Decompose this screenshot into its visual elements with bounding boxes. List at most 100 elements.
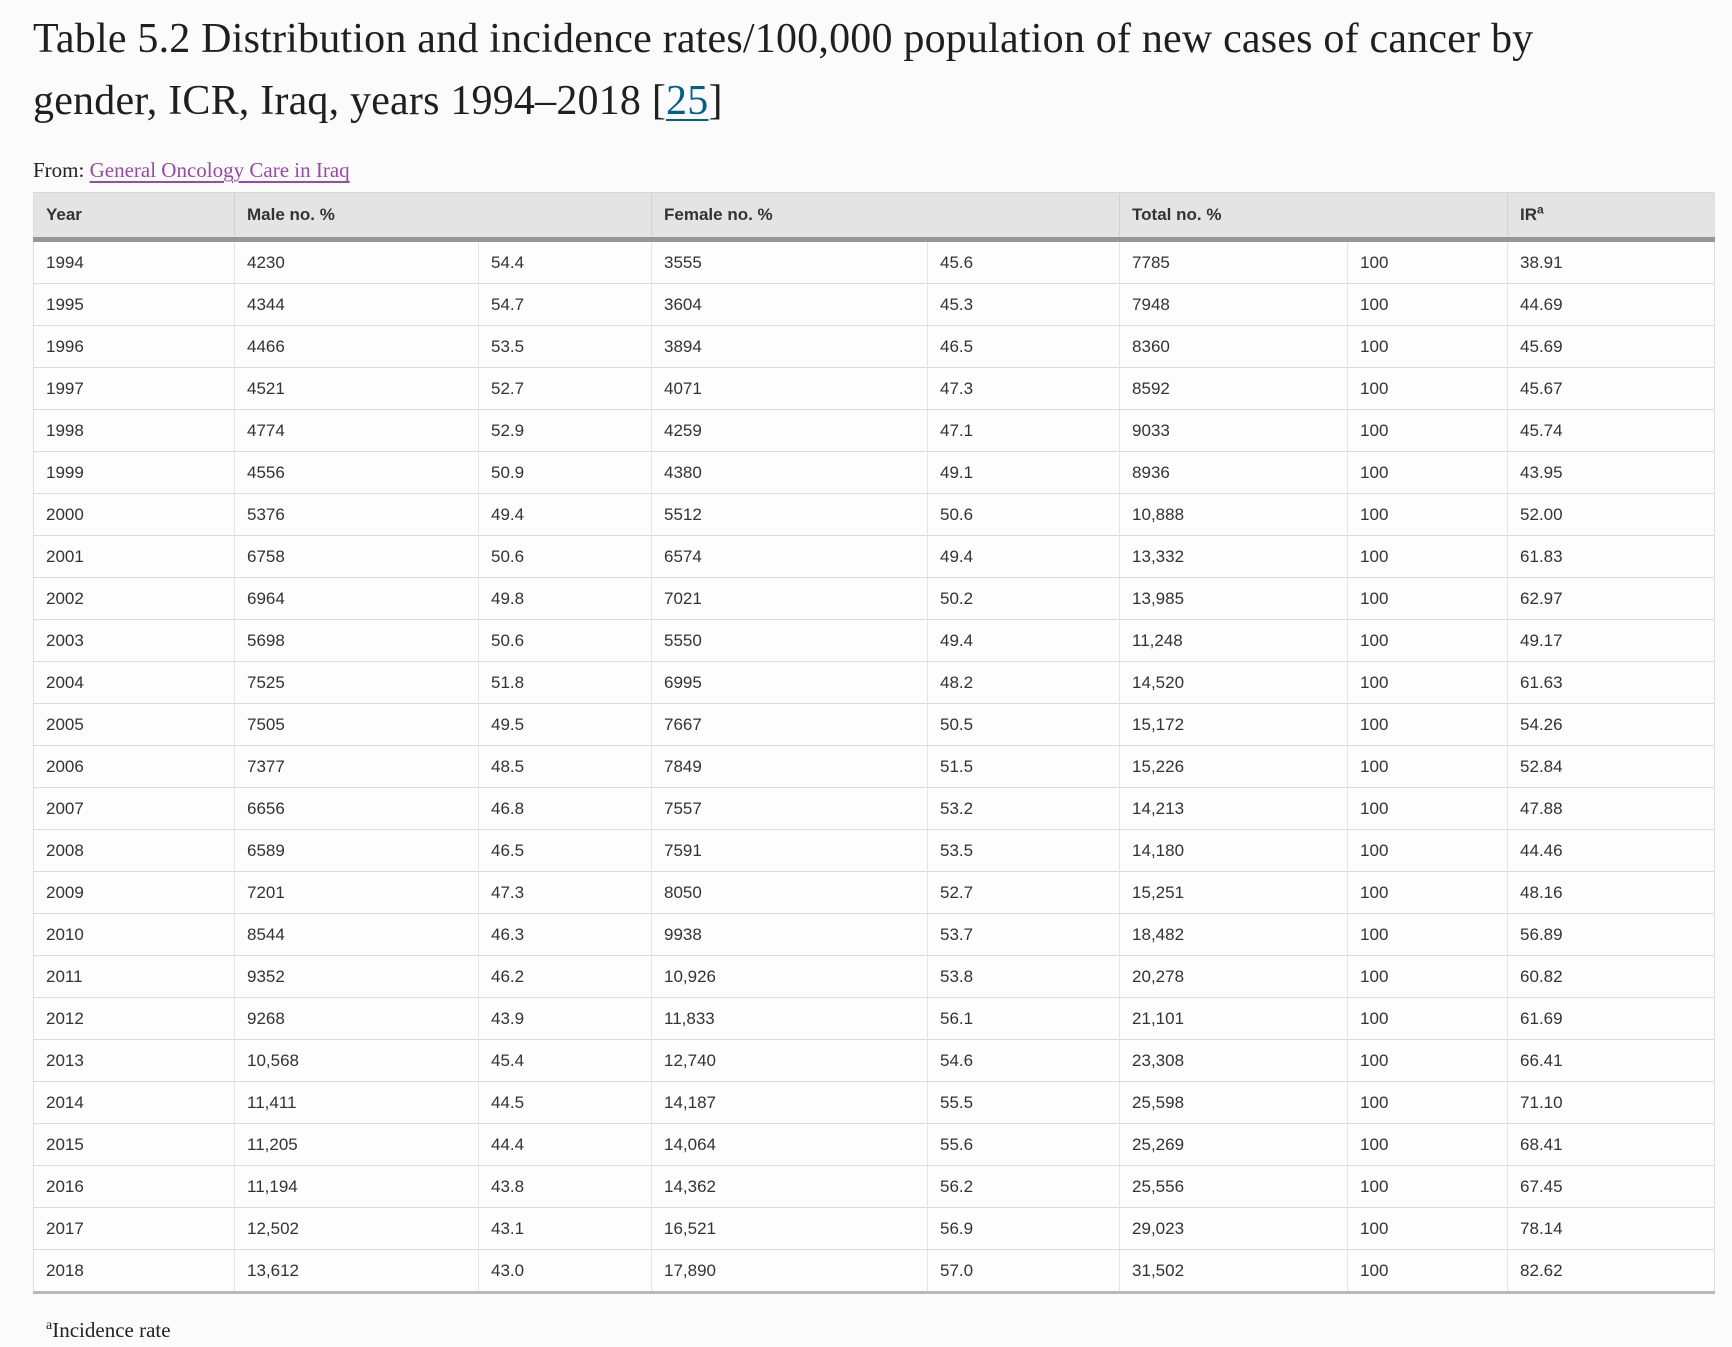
table-cell: 52.9: [477, 409, 652, 452]
table-cell: 100: [1347, 661, 1508, 704]
table-cell: 61.63: [1507, 661, 1715, 704]
table-cell: 43.95: [1507, 451, 1715, 494]
table-row: 2014 11,411 44.5 14,187 55.5 25,598 100 71.10: [33, 1081, 1715, 1124]
table-cell: 49.4: [927, 535, 1120, 578]
table-cell: 6995: [651, 661, 928, 704]
table-cell: 45.67: [1507, 367, 1715, 410]
table-row: 2002 6964 49.8 7021 50.2 13,985 100 62.97: [33, 577, 1715, 620]
table-cell: 100: [1347, 1165, 1508, 1208]
table-cell: 7785: [1119, 239, 1348, 284]
table-cell: 25,269: [1119, 1123, 1348, 1166]
table-cell: 43.8: [477, 1165, 652, 1208]
table-cell: 8936: [1119, 451, 1348, 494]
table-cell: 2017: [33, 1207, 235, 1250]
table-cell: 2005: [33, 703, 235, 746]
table-cell: 2011: [33, 955, 235, 998]
table-cell: 62.97: [1507, 577, 1715, 620]
table-cell: 8050: [651, 871, 928, 914]
table-cell: 2018: [33, 1249, 235, 1293]
table-row: 2008 6589 46.5 7591 53.5 14,180 100 44.46: [33, 829, 1715, 872]
table-cell: 49.8: [477, 577, 652, 620]
footnote-text: Incidence rate: [52, 1318, 171, 1342]
table-cell: 4774: [234, 409, 479, 452]
table-cell: 50.6: [927, 493, 1120, 536]
table-cell: 56.89: [1507, 913, 1715, 956]
table-cell: 1999: [33, 451, 235, 494]
table-cell: 49.1: [927, 451, 1120, 494]
table-cell: 14,362: [651, 1165, 928, 1208]
table-cell: 56.9: [927, 1207, 1120, 1250]
table-cell: 17,890: [651, 1249, 928, 1293]
table-cell: 16,521: [651, 1207, 928, 1250]
table-cell: 45.3: [927, 283, 1120, 326]
table-cell: 2006: [33, 745, 235, 788]
table-cell: 2000: [33, 493, 235, 536]
table-cell: 8592: [1119, 367, 1348, 410]
table-cell: 8544: [234, 913, 479, 956]
table-cell: 5512: [651, 493, 928, 536]
table-cell: 31,502: [1119, 1249, 1348, 1293]
table-cell: 6656: [234, 787, 479, 830]
table-cell: 3604: [651, 283, 928, 326]
table-cell: 4344: [234, 283, 479, 326]
column-header-female: Female no. %: [651, 192, 1120, 242]
table-cell: 50.2: [927, 577, 1120, 620]
table-cell: 4259: [651, 409, 928, 452]
table-cell: 82.62: [1507, 1249, 1715, 1293]
table-footnote: aIncidence rate: [46, 1318, 1732, 1343]
table-cell: 49.5: [477, 703, 652, 746]
from-link[interactable]: General Oncology Care in Iraq: [89, 158, 350, 182]
table-cell: 46.2: [477, 955, 652, 998]
table-cell: 48.16: [1507, 871, 1715, 914]
table-cell: 6964: [234, 577, 479, 620]
table-cell: 45.74: [1507, 409, 1715, 452]
table-cell: 50.5: [927, 703, 1120, 746]
table-cell: 100: [1347, 1081, 1508, 1124]
table-row: 2015 11,205 44.4 14,064 55.6 25,269 100 68.41: [33, 1123, 1715, 1166]
table-row: 2007 6656 46.8 7557 53.2 14,213 100 47.88: [33, 787, 1715, 830]
table-cell: 100: [1347, 367, 1508, 410]
table-cell: 100: [1347, 871, 1508, 914]
table-cell: 2012: [33, 997, 235, 1040]
table-row: 2004 7525 51.8 6995 48.2 14,520 100 61.63: [33, 661, 1715, 704]
table-cell: 56.1: [927, 997, 1120, 1040]
citation-link[interactable]: 25: [666, 78, 709, 124]
table-cell: 61.83: [1507, 535, 1715, 578]
table-cell: 11,248: [1119, 619, 1348, 662]
table-cell: 100: [1347, 409, 1508, 452]
table-cell: 100: [1347, 913, 1508, 956]
data-table: Year Male no. % Female no. % Total no. %…: [33, 192, 1716, 1294]
table-cell: 7201: [234, 871, 479, 914]
table-cell: 7557: [651, 787, 928, 830]
table-cell: 61.69: [1507, 997, 1715, 1040]
table-cell: 100: [1347, 451, 1508, 494]
table-cell: 44.69: [1507, 283, 1715, 326]
table-cell: 5376: [234, 493, 479, 536]
table-row: 1999 4556 50.9 4380 49.1 8936 100 43.95: [33, 451, 1715, 494]
table-cell: 4556: [234, 451, 479, 494]
table-cell: 15,251: [1119, 871, 1348, 914]
table-cell: 2003: [33, 619, 235, 662]
table-cell: 57.0: [927, 1249, 1120, 1293]
table-cell: 23,308: [1119, 1039, 1348, 1082]
table-cell: 47.1: [927, 409, 1120, 452]
table-cell: 2013: [33, 1039, 235, 1082]
table-cell: 7948: [1119, 283, 1348, 326]
table-cell: 13,612: [234, 1249, 479, 1293]
table-cell: 2015: [33, 1123, 235, 1166]
table-row: 2003 5698 50.6 5550 49.4 11,248 100 49.17: [33, 619, 1715, 662]
table-cell: 100: [1347, 829, 1508, 872]
table-cell: 29,023: [1119, 1207, 1348, 1250]
table-cell: 43.9: [477, 997, 652, 1040]
column-header-male: Male no. %: [233, 192, 652, 242]
table-body: 1994 4230 54.4 3555 45.6 7785 100 38.91 1995 4344…: [33, 239, 1715, 1293]
table-cell: 12,740: [651, 1039, 928, 1082]
table-cell: 71.10: [1507, 1081, 1715, 1124]
table-row: 2018 13,612 43.0 17,890 57.0 31,502 100 82.62: [33, 1249, 1715, 1293]
table-cell: 4466: [234, 325, 479, 368]
table-cell: 20,278: [1119, 955, 1348, 998]
table-cell: 100: [1347, 283, 1508, 326]
table-cell: 54.4: [477, 239, 652, 284]
table-cell: 50.6: [477, 535, 652, 578]
table-cell: 52.7: [927, 871, 1120, 914]
